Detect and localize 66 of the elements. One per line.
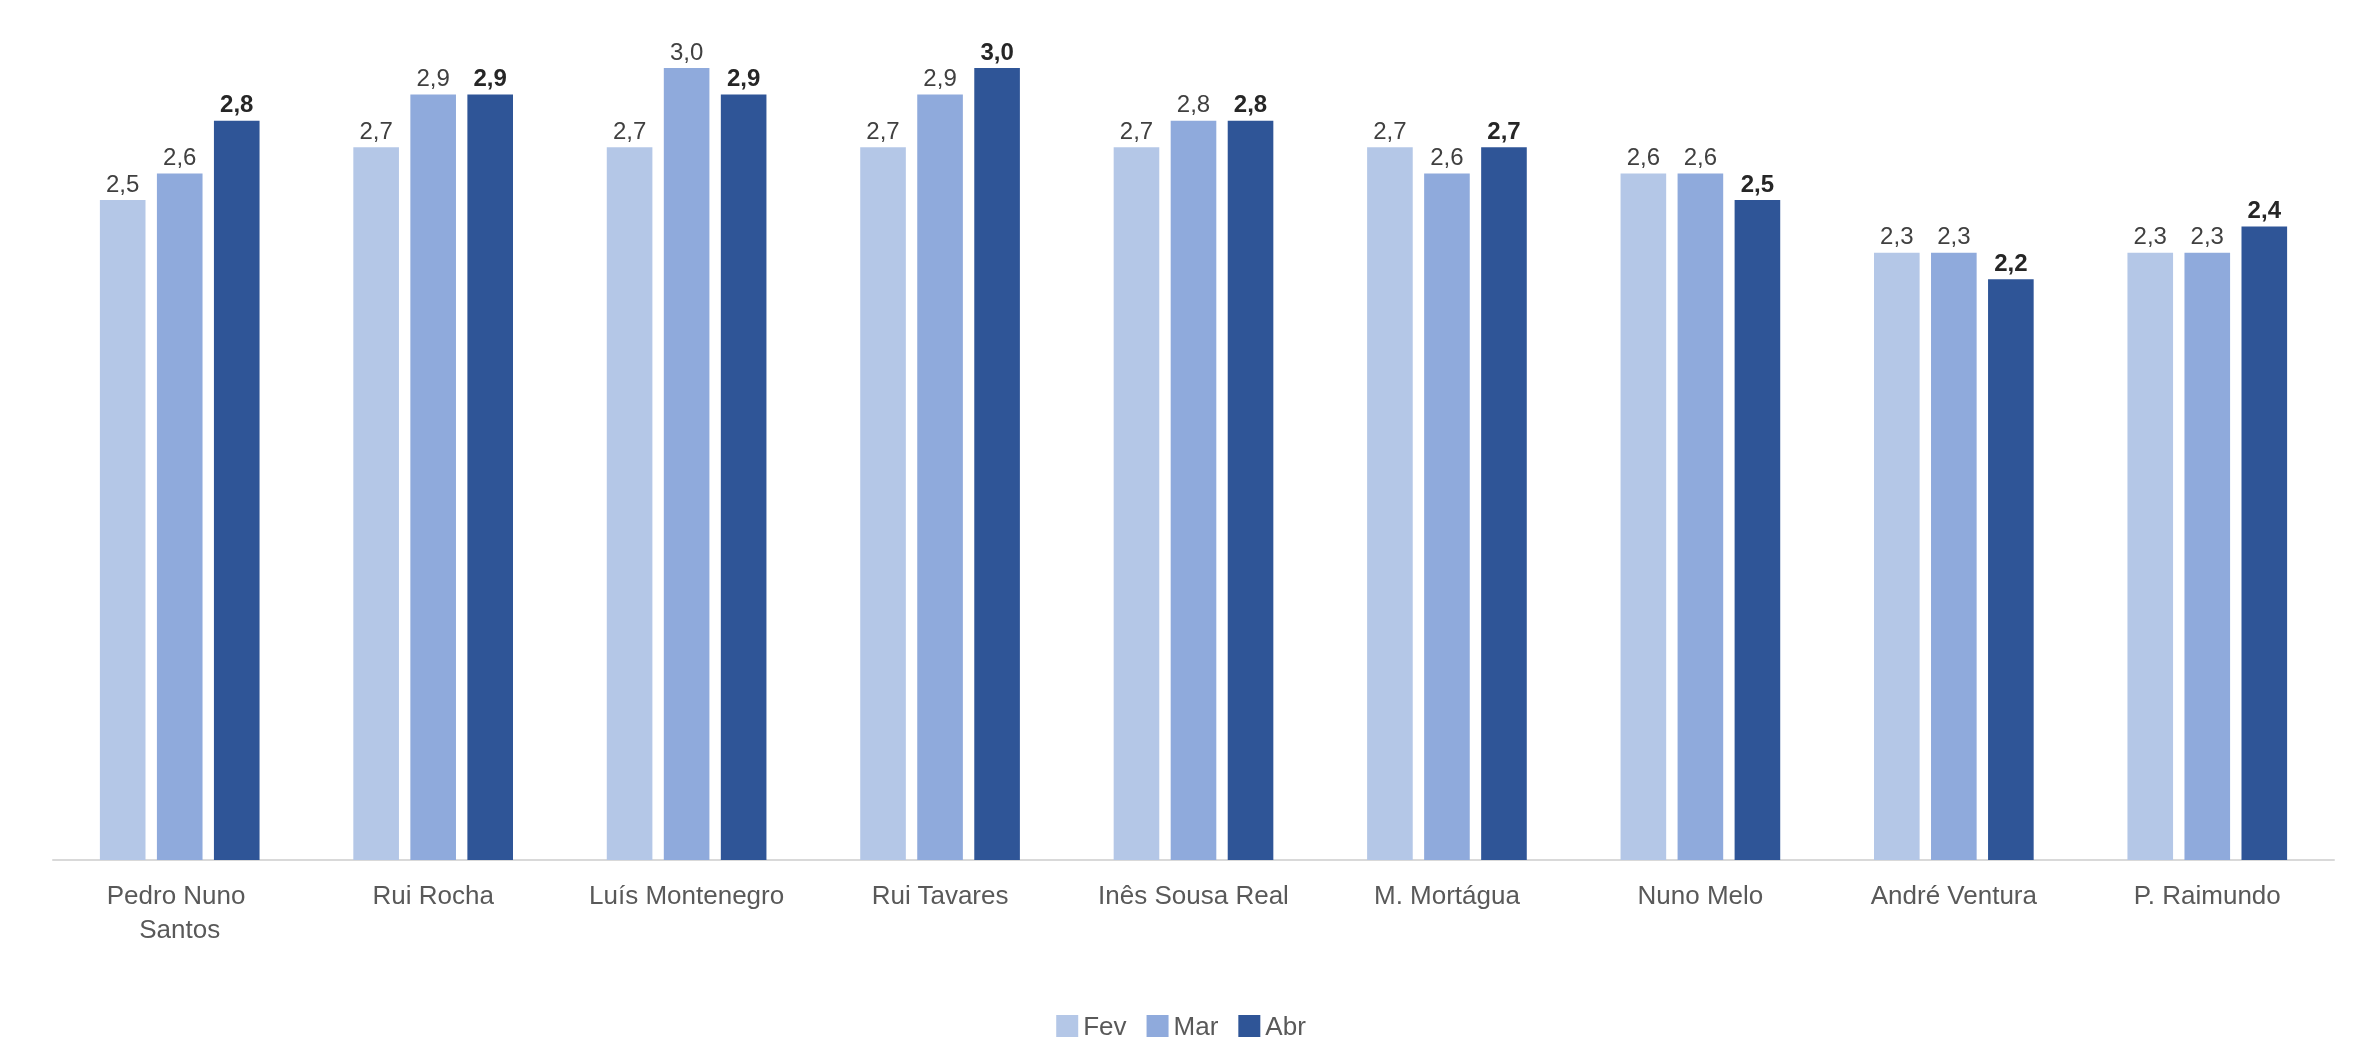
legend-label: Mar [1173,1011,1219,1041]
bar [1227,120,1274,860]
data-label: 3,0 [669,37,704,65]
bar [1367,147,1413,860]
legend-label: Abr [1265,1011,1307,1041]
bar [1874,252,1920,860]
bar [1424,173,1470,860]
data-label: 2,7 [1487,116,1521,144]
bar [353,147,399,860]
bar [860,147,906,860]
x-tick-label: Pedro Nuno Santos [106,880,253,944]
data-label: 2,6 [1430,143,1464,171]
x-tick-label: Rui Tavares [871,880,1009,910]
data-label: 2,6 [1683,143,1718,171]
bar [606,147,653,860]
data-label: 2,3 [1880,222,1914,250]
bar [99,200,146,860]
bar [917,94,963,860]
bar [1734,200,1781,860]
x-tick-label: M. Mortágua [1373,880,1521,910]
bar [1677,173,1724,860]
data-label: 2,8 [1176,90,1211,118]
bar [1620,173,1667,860]
bar [1113,147,1160,860]
bar [663,68,710,860]
data-label: 2,3 [1937,222,1971,250]
data-label: 2,9 [923,63,957,91]
bar [2241,226,2288,860]
x-tick-label: Rui Rocha [372,880,495,910]
x-tick-label: P. Raimundo [2133,880,2281,910]
data-label: 2,5 [1740,169,1775,197]
data-label: 2,6 [163,143,197,171]
data-label: 2,4 [2247,195,2282,223]
bar [410,94,456,860]
x-tick-label: Inês Sousa Real [1098,880,1289,910]
data-label: 2,8 [1233,90,1268,118]
data-label: 2,3 [2133,222,2167,250]
data-label: 2,7 [866,116,900,144]
data-label: 2,9 [416,63,450,91]
bar [213,120,260,860]
bar [1481,147,1527,860]
x-tick-label: Nuno Melo [1637,880,1764,910]
data-label: 3,0 [980,37,1014,65]
data-label: 2,2 [1994,248,2028,276]
data-label: 2,7 [359,116,393,144]
data-label: 2,7 [612,116,647,144]
data-label: 2,5 [106,169,140,197]
bar [720,94,767,860]
data-label: 2,7 [1119,116,1154,144]
data-label: 2,6 [1626,143,1661,171]
bar [156,173,203,860]
bar [1988,279,2034,860]
data-label: 2,3 [2190,222,2224,250]
bar [2127,252,2174,860]
data-label: 2,9 [473,63,507,91]
data-label: 2,9 [726,63,761,91]
bar [467,94,513,860]
x-tick-label: André Ventura [1870,880,2038,910]
legend-label: Fev [1083,1011,1127,1041]
bar [2184,252,2231,860]
bar [1170,120,1217,860]
bar [1931,252,1977,860]
data-label: 2,8 [220,90,254,118]
data-label: 2,7 [1373,116,1407,144]
x-tick-label: Luís Montenegro [589,880,785,910]
bar [974,68,1020,860]
